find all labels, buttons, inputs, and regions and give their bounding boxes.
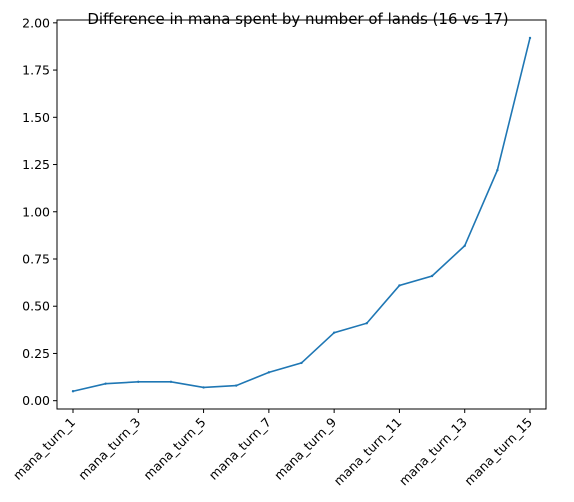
- y-tick-label: 2.00: [22, 15, 50, 30]
- x-tick-label: mana_turn_1: [10, 415, 78, 483]
- data-point: [528, 36, 532, 40]
- data-point: [496, 168, 499, 172]
- y-tick-label: 1.00: [22, 204, 50, 219]
- y-tick-label: 1.75: [22, 63, 50, 78]
- data-point: [235, 384, 238, 387]
- y-tick-label: 1.50: [22, 110, 50, 125]
- y-tick-label: 0.25: [22, 346, 50, 361]
- x-tick-label: mana_turn_13: [396, 415, 470, 489]
- data-point: [300, 361, 303, 365]
- data-point: [365, 322, 368, 325]
- y-tick-label: 0.00: [22, 393, 50, 408]
- y-axis: 0.00 0.25 0.50 0.75 1.00 1.25 1.50 1.75 2.00: [22, 15, 57, 408]
- series-line: [72, 37, 531, 393]
- x-tick-label: mana_turn_3: [75, 415, 143, 483]
- y-tick-label: 0.50: [22, 299, 50, 314]
- data-point: [267, 371, 271, 374]
- x-tick-label: mana_turn_15: [461, 415, 535, 489]
- data-point: [430, 274, 434, 278]
- data-point: [104, 382, 107, 385]
- x-tick-label: mana_turn_9: [271, 414, 339, 482]
- data-point: [332, 331, 336, 334]
- y-tick-label: 0.75: [22, 251, 50, 266]
- data-point: [398, 284, 401, 287]
- data-point: [137, 380, 140, 383]
- x-tick-label: mana_turn_11: [331, 415, 405, 489]
- data-point: [169, 380, 173, 383]
- data-point: [71, 390, 75, 393]
- x-tick-label: mana_turn_7: [206, 415, 274, 483]
- data-point: [202, 386, 205, 389]
- plot-frame: [56, 19, 547, 410]
- x-axis: mana_turn_1mana_turn_3mana_turn_5mana_tu…: [10, 409, 535, 488]
- data-point: [463, 244, 466, 247]
- data-points: [71, 36, 532, 393]
- y-tick-label: 1.25: [22, 157, 50, 172]
- x-tick-label: mana_turn_5: [140, 415, 208, 483]
- chart-title: Difference in mana spent by number of la…: [87, 10, 508, 28]
